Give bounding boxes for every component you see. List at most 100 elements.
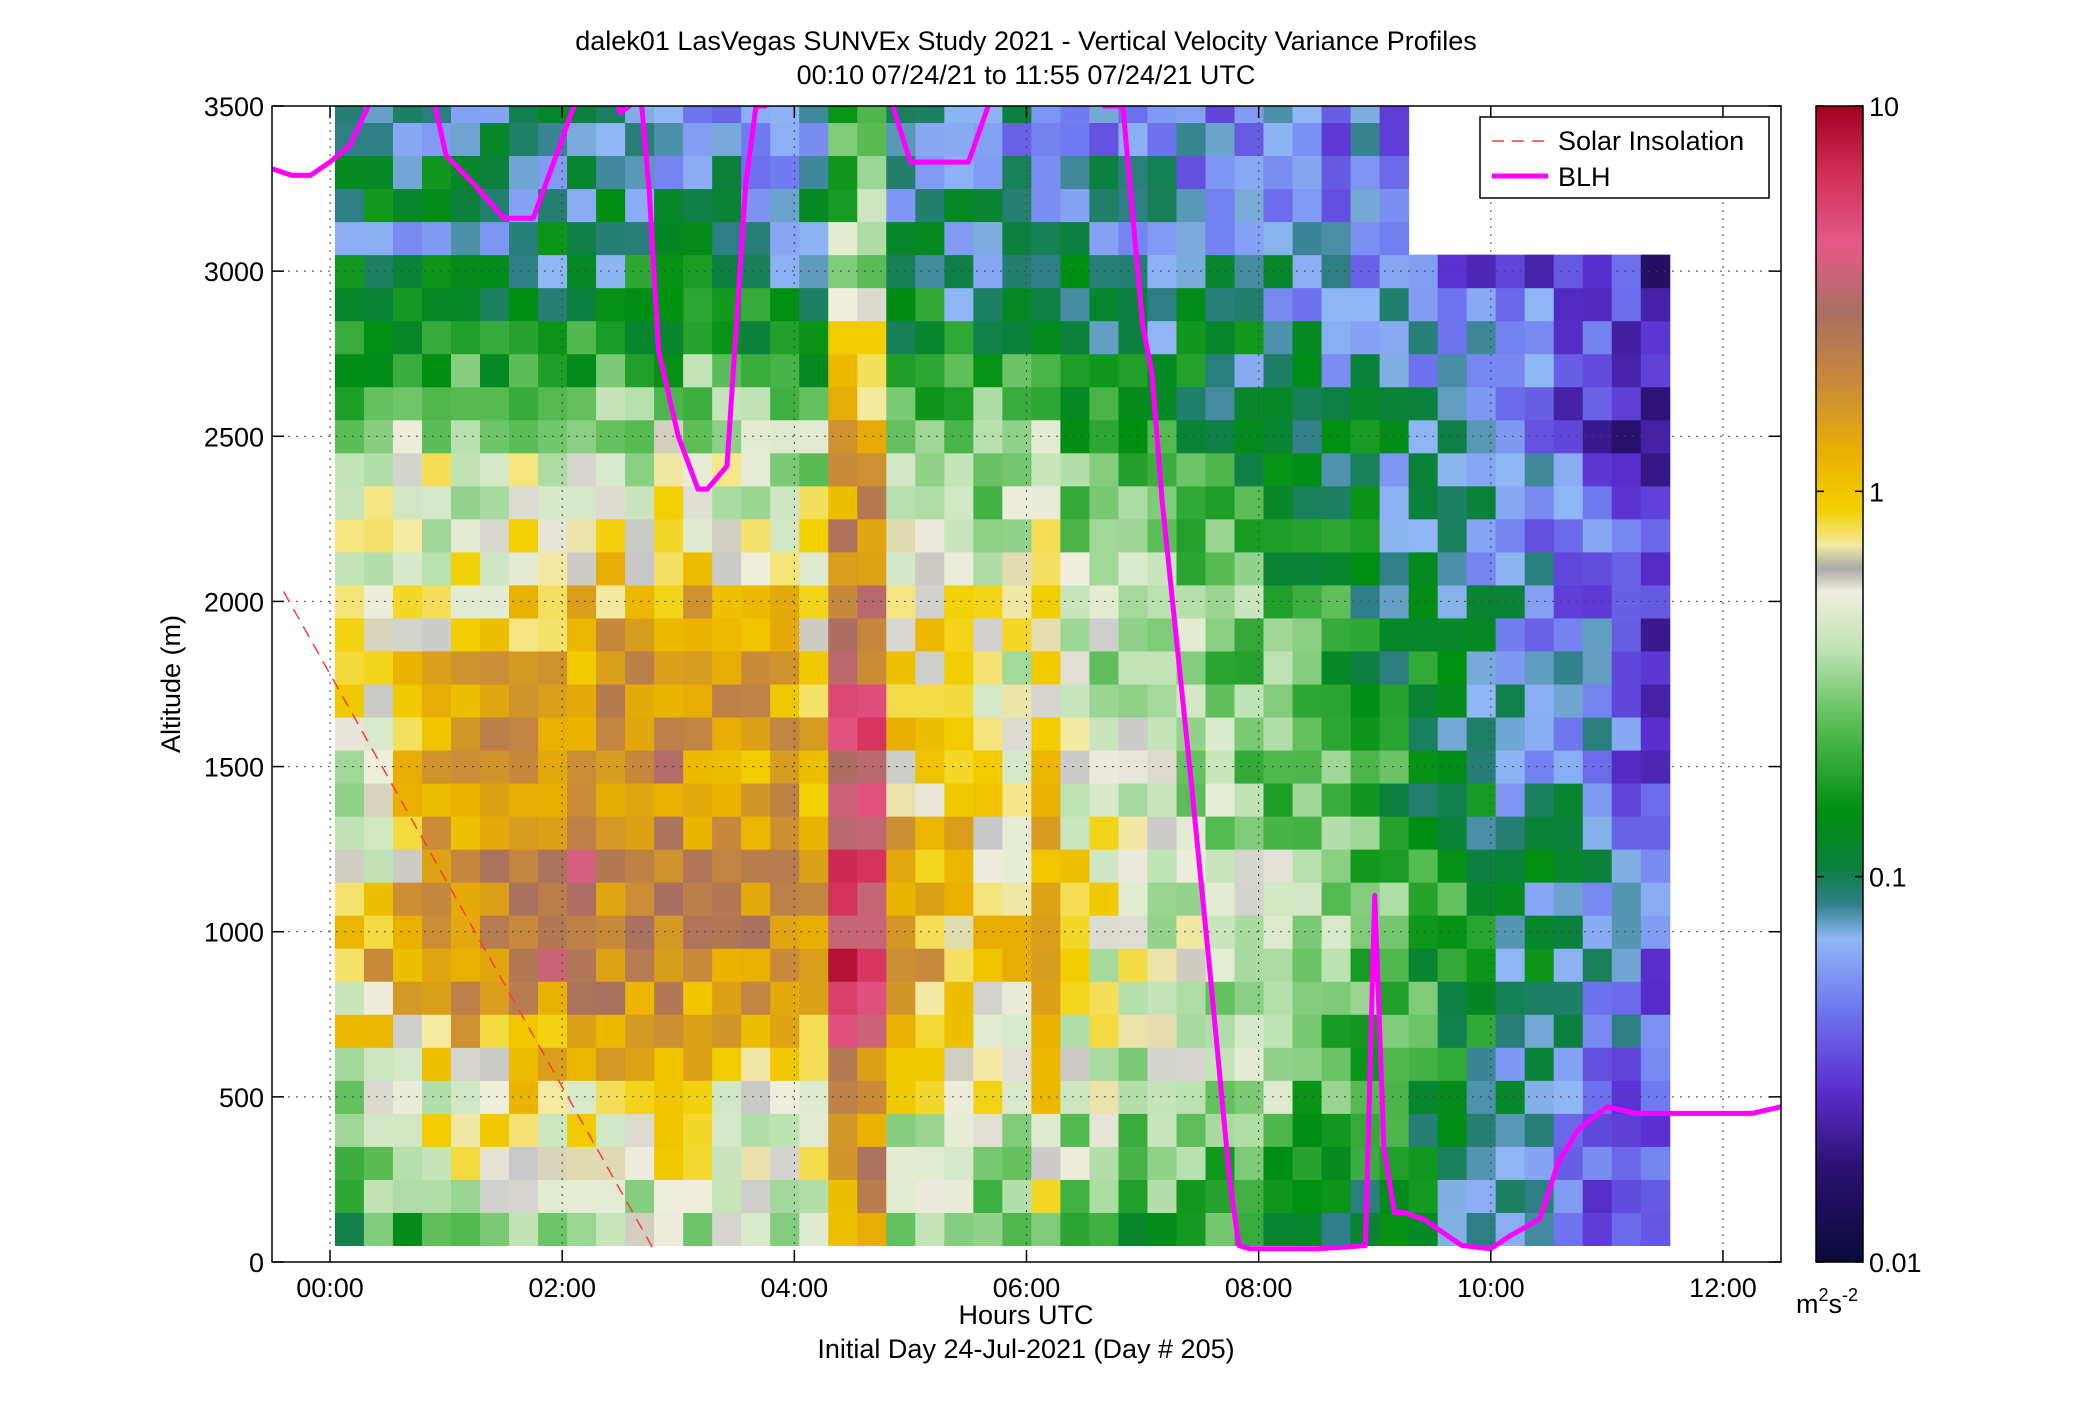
heatmap-cell [944, 650, 974, 685]
heatmap-cell [392, 783, 423, 817]
heatmap-cell [828, 1146, 858, 1180]
heatmap-cell [770, 650, 800, 685]
heatmap-cell [828, 1212, 858, 1246]
heatmap-cell [1321, 1146, 1352, 1180]
heatmap-cell [509, 386, 539, 421]
heatmap-cell [1176, 353, 1206, 388]
heatmap-cell [770, 684, 800, 718]
heatmap-cell [421, 650, 452, 685]
heatmap-cell [421, 221, 452, 256]
legend: Solar Insolation BLH [1479, 116, 1770, 199]
heatmap-cell [1495, 1014, 1526, 1048]
heatmap-cell [886, 750, 916, 784]
heatmap-cell [1466, 485, 1497, 520]
heatmap-cell [741, 617, 771, 652]
heatmap-cell [450, 386, 481, 421]
heatmap-cell [683, 617, 713, 652]
heatmap-cell [334, 1146, 365, 1180]
heatmap-cell [1263, 320, 1294, 355]
heatmap-cell [770, 485, 800, 520]
heatmap-cell [1263, 981, 1294, 1015]
heatmap-cell [450, 717, 481, 751]
heatmap-cell [1582, 320, 1613, 355]
heatmap-cell [567, 221, 597, 256]
heatmap-cell [1321, 353, 1352, 388]
heatmap-cell [1234, 783, 1265, 817]
heatmap-cell [886, 717, 916, 751]
heatmap-cell [1089, 320, 1119, 355]
heatmap-cell [421, 188, 452, 223]
heatmap-cell [1292, 981, 1323, 1015]
heatmap-cell [363, 684, 394, 718]
heatmap-cell [363, 1212, 394, 1246]
heatmap-cell [915, 816, 945, 850]
heatmap-cell [1524, 320, 1555, 355]
heatmap-cell [857, 1146, 887, 1180]
heatmap-cell [915, 1212, 945, 1246]
heatmap-cell [828, 717, 858, 751]
heatmap-cell [1147, 717, 1177, 751]
heatmap-cell [828, 518, 858, 553]
heatmap-cell [799, 1047, 829, 1081]
heatmap-cell [1176, 518, 1206, 553]
heatmap-cell [654, 122, 684, 157]
heatmap-cell [1234, 518, 1265, 553]
heatmap-cell [828, 650, 858, 685]
heatmap-cell [1553, 452, 1584, 487]
heatmap-cell [1524, 717, 1555, 751]
heatmap-cell [1176, 287, 1206, 322]
heatmap-cell [1118, 783, 1148, 817]
heatmap-cell [1292, 816, 1323, 850]
heatmap-cell [1089, 518, 1119, 553]
heatmap-cell [886, 1212, 916, 1246]
heatmap-cell [654, 106, 684, 124]
heatmap-cell [973, 287, 1003, 322]
heatmap-cell [363, 717, 394, 751]
heatmap-cell [596, 221, 626, 256]
heatmap-cell [538, 849, 568, 883]
heatmap-cell [1611, 617, 1642, 652]
heatmap-cell [799, 882, 829, 916]
heatmap-cell [1147, 1047, 1177, 1081]
heatmap-cell [683, 386, 713, 421]
heatmap-cell [1321, 188, 1352, 223]
heatmap-cell [509, 106, 539, 124]
heatmap-cell [1118, 353, 1148, 388]
heatmap-cell [1089, 717, 1119, 751]
heatmap-cell [1611, 518, 1642, 553]
heatmap-cell [334, 783, 365, 817]
heatmap-cell [1031, 1113, 1061, 1147]
heatmap-cell [421, 452, 452, 487]
heatmap-cell [625, 551, 655, 586]
heatmap-cell [1350, 684, 1381, 718]
heatmap-cell [1582, 254, 1613, 289]
heatmap-cell [1640, 1212, 1671, 1246]
heatmap-cell [1031, 518, 1061, 553]
heatmap-cell [363, 485, 394, 520]
heatmap-cell [1205, 188, 1236, 223]
heatmap-cell [654, 254, 684, 289]
x-axis-ticks: 00:00 02:00 04:00 06:00 08:00 10:00 12:00 [296, 106, 1757, 1303]
heatmap-cell [1002, 221, 1032, 256]
heatmap-cell [1350, 650, 1381, 685]
heatmap-cell [596, 650, 626, 685]
heatmap-cell [944, 981, 974, 1015]
heatmap-cell [1176, 452, 1206, 487]
heatmap-cell [683, 551, 713, 586]
heatmap-cell [509, 551, 539, 586]
heatmap-cell [857, 1014, 887, 1048]
heatmap-cell [973, 684, 1003, 718]
heatmap-cell [1118, 717, 1148, 751]
heatmap-cell [1437, 1146, 1468, 1180]
heatmap-cell [1002, 386, 1032, 421]
heatmap-cell [509, 485, 539, 520]
heatmap-cell [915, 684, 945, 718]
heatmap-cell [886, 287, 916, 322]
heatmap-cell [799, 452, 829, 487]
heatmap-cell [1263, 106, 1294, 124]
heatmap-cell [1350, 816, 1381, 850]
heatmap-cell [1263, 783, 1294, 817]
heatmap-cell [654, 650, 684, 685]
heatmap-cell [1379, 386, 1410, 421]
heatmap-cell [828, 106, 858, 124]
